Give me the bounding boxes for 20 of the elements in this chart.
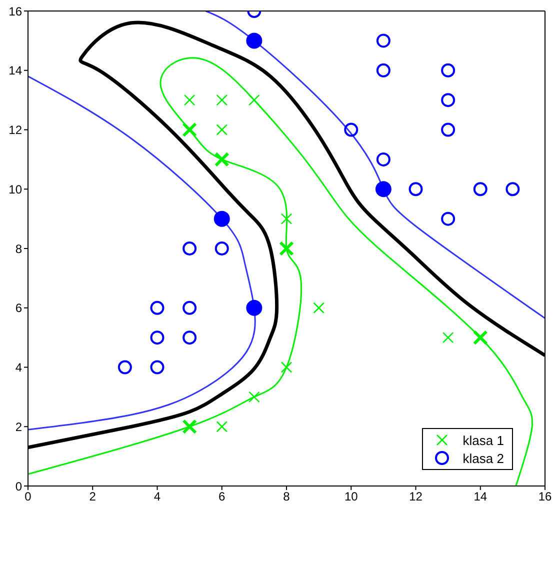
x-tick-label: 14: [474, 490, 488, 504]
x-tick-label: 6: [218, 490, 226, 504]
legend-label: klasa 1: [462, 432, 504, 448]
x-tick-label: 4: [154, 490, 161, 504]
x-tick-label: 8: [283, 490, 290, 504]
y-tick-label: 4: [15, 360, 22, 375]
y-tick-label: 16: [8, 4, 22, 18]
x-tick-label: 2: [89, 490, 96, 504]
x-tick-label: 12: [409, 490, 423, 504]
x-tick-label: 16: [538, 490, 552, 504]
y-tick-label: 0: [15, 479, 22, 494]
y-tick-label: 14: [8, 64, 22, 78]
x-tick-label: 10: [344, 490, 358, 504]
legend-label: klasa 2: [462, 450, 504, 466]
y-tick-label: 8: [15, 242, 22, 256]
y-tick-label: 12: [8, 123, 22, 138]
y-tick-label: 2: [15, 420, 22, 434]
x-tick-label: 0: [24, 490, 32, 504]
y-tick-label: 6: [15, 301, 22, 316]
y-tick-label: 10: [8, 182, 22, 196]
